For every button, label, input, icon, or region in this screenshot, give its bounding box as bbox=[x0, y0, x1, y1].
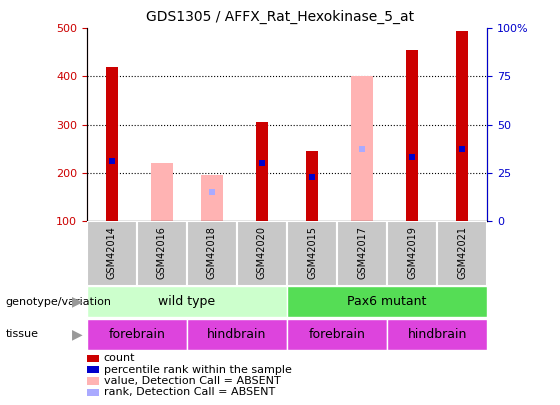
Bar bbox=[137, 221, 187, 286]
Text: tissue: tissue bbox=[6, 329, 39, 339]
Text: GSM42019: GSM42019 bbox=[407, 226, 417, 279]
Bar bbox=[387, 319, 487, 350]
Text: GSM42018: GSM42018 bbox=[207, 226, 217, 279]
Text: hindbrain: hindbrain bbox=[408, 328, 467, 341]
Bar bbox=[237, 221, 287, 286]
Bar bbox=[256, 122, 268, 221]
Bar bbox=[187, 221, 237, 286]
Text: GSM42016: GSM42016 bbox=[157, 226, 167, 279]
Bar bbox=[187, 319, 287, 350]
Text: genotype/variation: genotype/variation bbox=[6, 297, 111, 307]
Text: forebrain: forebrain bbox=[309, 328, 366, 341]
Bar bbox=[106, 67, 118, 221]
Text: ▶: ▶ bbox=[72, 327, 83, 341]
Bar bbox=[287, 286, 487, 317]
Bar bbox=[200, 175, 223, 221]
Text: GDS1305 / AFFX_Rat_Hexokinase_5_at: GDS1305 / AFFX_Rat_Hexokinase_5_at bbox=[146, 10, 414, 24]
Text: wild type: wild type bbox=[158, 295, 216, 308]
Bar bbox=[406, 50, 418, 221]
Text: GSM42014: GSM42014 bbox=[107, 226, 117, 279]
Text: hindbrain: hindbrain bbox=[207, 328, 267, 341]
Bar bbox=[87, 319, 187, 350]
Text: Pax6 mutant: Pax6 mutant bbox=[347, 295, 427, 308]
Text: forebrain: forebrain bbox=[109, 328, 165, 341]
Text: percentile rank within the sample: percentile rank within the sample bbox=[104, 365, 291, 375]
Bar bbox=[387, 221, 437, 286]
Bar bbox=[456, 31, 468, 221]
Bar bbox=[437, 221, 487, 286]
Bar bbox=[306, 151, 318, 221]
Text: value, Detection Call = ABSENT: value, Detection Call = ABSENT bbox=[104, 376, 281, 386]
Text: count: count bbox=[104, 354, 135, 363]
Text: GSM42017: GSM42017 bbox=[357, 226, 367, 279]
Bar bbox=[87, 221, 137, 286]
Text: GSM42021: GSM42021 bbox=[457, 226, 467, 279]
Bar bbox=[337, 221, 387, 286]
Bar bbox=[351, 77, 374, 221]
Bar bbox=[287, 319, 387, 350]
Bar bbox=[87, 286, 287, 317]
Text: ▶: ▶ bbox=[72, 295, 83, 309]
Text: GSM42015: GSM42015 bbox=[307, 226, 317, 279]
Text: GSM42020: GSM42020 bbox=[257, 226, 267, 279]
Bar bbox=[151, 163, 173, 221]
Text: rank, Detection Call = ABSENT: rank, Detection Call = ABSENT bbox=[104, 388, 275, 397]
Bar bbox=[287, 221, 337, 286]
